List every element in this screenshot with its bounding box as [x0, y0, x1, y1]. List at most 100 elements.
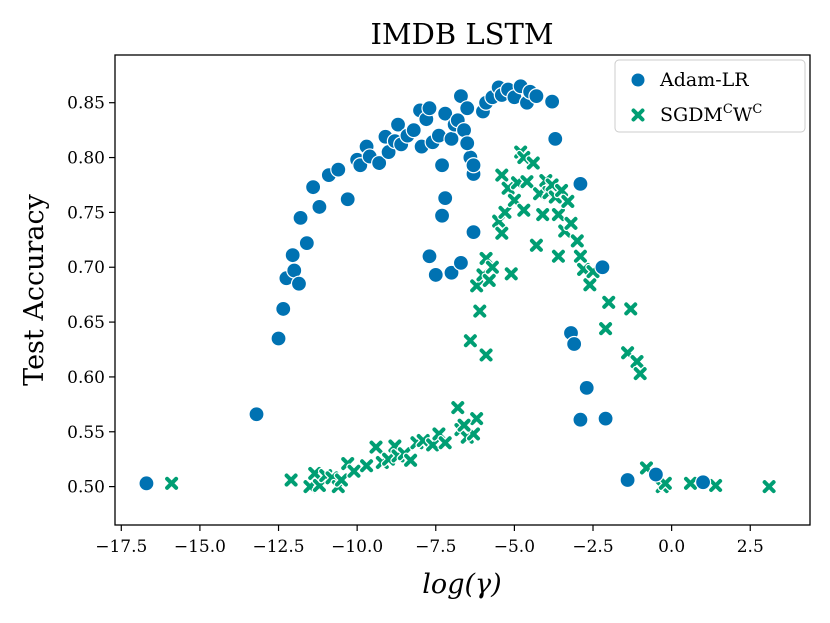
x-tick-label: −2.5: [572, 537, 613, 557]
adam-lr-point: [339, 191, 356, 208]
sgdm-point: [402, 452, 419, 469]
sgdm-point: [478, 347, 494, 363]
adam-lr-point: [455, 122, 473, 139]
sgdm-point: [450, 399, 466, 416]
chart-title: IMDB LSTM: [370, 17, 553, 51]
sgdm-point: [415, 432, 431, 449]
adam-lr-point: [248, 406, 265, 423]
sgdm-point: [468, 278, 485, 294]
adam-lr-point: [465, 157, 482, 174]
adam-lr-point: [459, 100, 476, 117]
sgdm-point: [550, 206, 567, 223]
y-tick-label: 0.50: [67, 478, 105, 498]
x-tick-label: 0.0: [658, 537, 685, 557]
legend-label-sgdm-mid: W: [733, 104, 753, 126]
adam-lr-point: [544, 93, 561, 110]
adam-lr-point: [292, 209, 309, 226]
sgdm-point: [481, 272, 497, 289]
adam-lr-point: [421, 100, 438, 117]
legend-label-adam-lr: Adam-LR: [659, 69, 749, 91]
sgdm-point: [569, 233, 586, 249]
sgdm-point: [333, 472, 350, 488]
sgdm-point: [494, 225, 510, 241]
x-tick-label: −7.5: [415, 537, 456, 557]
adam-lr-point: [290, 275, 308, 292]
sgdm-point: [563, 215, 579, 232]
y-tick-label: 0.70: [67, 258, 105, 278]
adam-lr-point: [528, 88, 545, 105]
legend: Adam-LR SGDMCWC: [614, 59, 806, 133]
sgdm-point: [629, 353, 645, 370]
adam-lr-point: [694, 474, 712, 491]
adam-lr-point: [443, 130, 460, 148]
sgdm-point: [503, 266, 519, 282]
adam-lr-point: [459, 135, 476, 152]
sgdm-point: [682, 475, 699, 492]
data-points: [138, 78, 777, 495]
legend-box: [614, 59, 806, 133]
legend-label-sgdm-sup1: C: [723, 102, 733, 117]
adam-lr-point: [437, 190, 454, 207]
sgdm-point: [572, 248, 589, 265]
sgdm-point: [516, 202, 532, 218]
adam-lr-point: [619, 471, 636, 489]
x-tick-label: −5.0: [494, 537, 535, 557]
adam-lr-point: [566, 335, 583, 353]
sgdm-point: [582, 277, 598, 293]
adam-lr-point: [443, 264, 460, 281]
adam-lr-point: [465, 224, 482, 241]
x-tick-label: −15.0: [174, 537, 226, 557]
legend-label-sgdm-main: SGDM: [660, 104, 723, 126]
sgdm-point: [622, 301, 639, 317]
adam-lr-point: [647, 466, 665, 483]
adam-lr-point: [311, 198, 328, 216]
adam-lr-point: [594, 259, 611, 276]
x-tick-label: −10.0: [331, 537, 383, 557]
sgdm-point: [283, 472, 299, 488]
sgdm-point: [424, 437, 441, 453]
sgdm-point: [525, 155, 542, 171]
adam-lr-point: [547, 130, 564, 148]
sgdm-point: [657, 475, 674, 492]
sgdm-point: [456, 417, 472, 433]
sgdm-point: [484, 259, 501, 275]
sgdm-point: [707, 477, 724, 494]
adam-lr-point: [437, 105, 454, 122]
adam-lr-point: [389, 116, 407, 133]
y-tick-label: 0.55: [67, 423, 105, 443]
y-axis-label: Test Accuracy: [19, 193, 50, 385]
sgdm-point: [553, 182, 570, 199]
adam-lr-point: [433, 207, 451, 224]
adam-lr-point: [572, 411, 589, 428]
sgdm-point: [494, 167, 510, 183]
sgdm-point: [519, 173, 535, 190]
legend-marker-sgdm: [630, 107, 646, 123]
sgdm-point: [597, 320, 614, 337]
x-tick-label: −12.5: [252, 537, 304, 557]
sgdm-point: [497, 204, 513, 221]
adam-lr-point: [433, 157, 451, 174]
sgdm-point: [600, 294, 617, 311]
sgdm-point: [346, 463, 362, 480]
y-tick-label: 0.75: [67, 203, 105, 223]
y-tick-label: 0.80: [67, 149, 105, 169]
legend-x-glyph: [630, 107, 646, 123]
sgdm-point: [306, 465, 323, 482]
adam-lr-point: [330, 161, 347, 178]
sgdm-point: [560, 193, 576, 210]
x-axis-label: log(γ): [422, 569, 501, 600]
sgdm-point: [472, 303, 488, 319]
adam-lr-point: [270, 330, 287, 347]
adam-lr-point: [371, 154, 388, 172]
sgdm-point: [534, 206, 551, 223]
sgdm-point: [550, 248, 567, 265]
x-tick-label: −17.5: [95, 537, 147, 557]
sgdm-point: [632, 365, 648, 382]
x-axis: −17.5 −15.0 −12.5 −10.0 −7.5 −5.0 −2.5 0.0 2.5: [95, 525, 764, 557]
adam-lr-point: [427, 266, 444, 284]
y-tick-label: 0.60: [67, 368, 105, 388]
adam-lr-point: [452, 254, 470, 271]
sgdm-point: [528, 237, 545, 254]
y-tick-label: 0.85: [67, 94, 105, 114]
y-tick-label: 0.65: [67, 313, 105, 333]
